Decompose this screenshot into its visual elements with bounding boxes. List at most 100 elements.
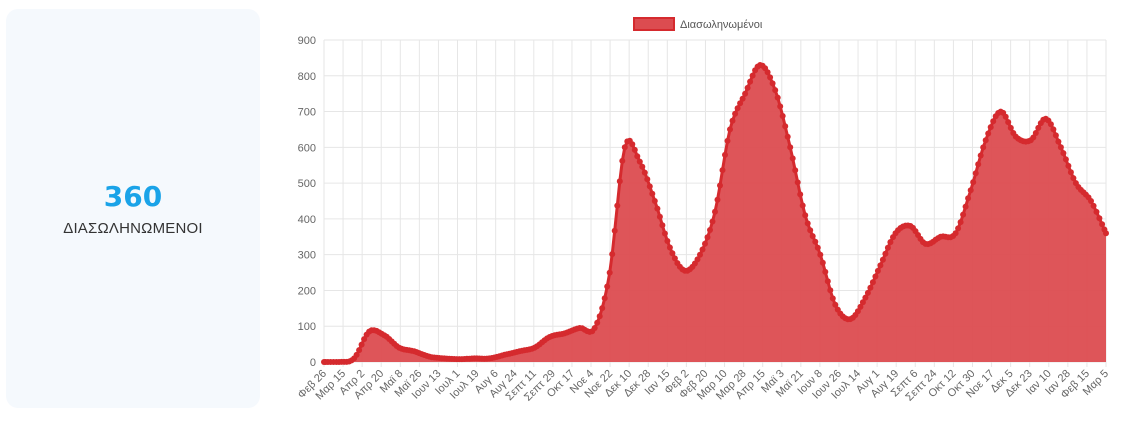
data-point [702,240,708,247]
data-point [960,211,967,218]
y-tick-label: 200 [298,285,316,297]
data-point [814,244,821,251]
data-point [822,268,829,275]
data-point [594,319,601,326]
data-point [817,251,824,258]
legend[interactable]: Διασωληνωμένοι [633,17,763,31]
data-point [819,259,826,266]
data-point [1050,126,1057,133]
data-point [869,279,876,286]
data-point [611,227,618,234]
data-point [709,218,716,225]
data-point [859,299,866,306]
data-point [358,341,365,348]
data-point [651,198,658,204]
data-point [619,157,626,164]
stat-value: 360 [103,180,163,213]
data-point [1030,134,1037,141]
data-point [636,158,643,165]
data-point [827,287,834,294]
data-point [649,190,656,197]
data-point [874,267,881,274]
data-point [784,133,791,140]
stat-label: ΔΙΑΣΩΛΗΝΩΜΕΝΟΙ [63,220,203,237]
y-tick-label: 300 [298,250,316,262]
data-point [867,284,874,291]
data-point [747,78,754,85]
data-point [719,167,726,174]
data-point [772,87,779,94]
data-point [631,146,638,153]
data-point [985,130,992,137]
data-point [829,295,836,302]
data-point [1055,138,1062,145]
y-tick-label: 100 [298,321,316,333]
data-point [879,256,886,263]
data-point [884,244,891,251]
data-point [727,126,733,133]
data-point [955,225,962,232]
y-tick-label: 600 [298,142,316,154]
data-point [882,250,889,257]
data-point [804,220,811,227]
data-point [802,212,809,219]
data-point [1052,132,1059,139]
data-point [794,179,801,186]
y-tick-label: 400 [298,214,316,226]
data-point [694,256,701,263]
data-point [734,105,741,112]
data-point [601,295,608,302]
data-point [621,144,628,151]
data-point [639,163,646,170]
data-point [742,90,749,97]
data-point [952,230,959,237]
data-point [1099,221,1106,228]
data-point [832,301,839,308]
data-point [646,183,653,190]
data-point [872,273,879,280]
data-point [669,250,676,257]
data-point [887,239,894,246]
data-point [1093,208,1100,215]
data-point [737,100,744,107]
data-point [807,227,814,234]
data-point [604,283,611,290]
data-point [877,262,884,269]
data-point [722,151,728,158]
data-point [666,244,673,251]
data-point [361,336,368,343]
data-point [987,124,994,131]
data-point [1060,150,1067,157]
data-point [732,110,739,117]
data-point [1002,113,1009,120]
data-point [972,170,979,177]
data-point [606,269,613,276]
data-point [1103,230,1109,237]
y-tick-label: 900 [298,35,316,47]
data-point [824,278,831,285]
data-point [616,178,623,185]
data-point [1088,198,1094,204]
data-point [1047,121,1054,128]
data-point [599,305,606,312]
data-point [769,80,776,87]
data-point [659,222,666,229]
data-point [704,234,711,241]
data-point [782,123,789,130]
data-point [792,167,799,174]
data-point [1032,130,1039,136]
data-point [862,294,869,301]
data-point [787,144,794,151]
series-area [321,62,1109,365]
data-point [957,219,964,226]
data-point [739,95,746,102]
data-point [1096,215,1103,222]
data-point [356,347,363,354]
data-point [1057,144,1064,151]
data-point [812,238,819,245]
data-point [1090,202,1097,209]
data-point [1067,169,1074,176]
data-point [656,213,663,220]
data-point [629,141,636,148]
